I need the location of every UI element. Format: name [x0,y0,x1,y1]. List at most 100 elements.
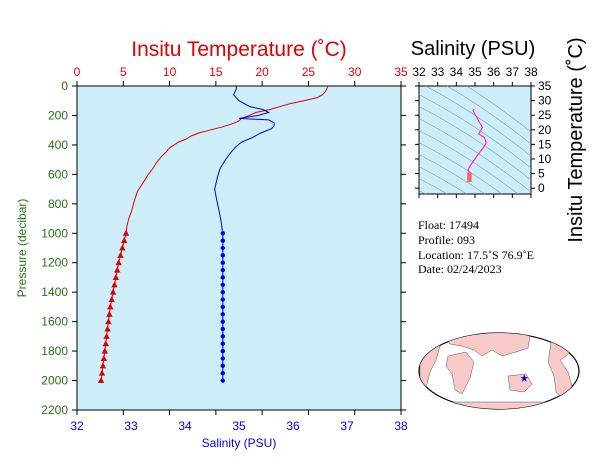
temperature-point [97,377,105,384]
ts-salinity-tick-label: 32 [412,65,426,79]
ts-temperature-tick-label: 5 [538,167,545,181]
pressure-tick-label: 1800 [41,344,68,358]
profile-date: Date: 02/24/2023 [418,262,502,276]
pressure-tick-label: 1600 [41,315,68,329]
temperature-tick-label: 20 [255,65,269,79]
world-map [418,332,580,410]
salinity-point [220,304,225,310]
temperature-tick-label: 10 [163,65,177,79]
pressure-tick-label: 600 [48,167,68,181]
temperature-point [102,340,109,347]
ts-salinity-tick-label: 35 [468,65,482,79]
density-contour [466,86,531,133]
salinity-point [220,370,225,376]
density-contour [419,178,448,194]
temperature-point [111,281,118,288]
salinity-point [220,341,225,346]
ts-deep-point [467,174,472,178]
profile-number: Profile: 093 [418,233,475,247]
salinity-point [220,348,225,354]
pressure-tick-label: 1400 [41,285,68,299]
temperature-point [104,325,111,332]
pressure-tick-label: 400 [48,138,68,152]
temperature-point [98,369,106,376]
salinity-profile-line [214,86,275,381]
land-africa [445,351,475,395]
pressure-tick-label: 1200 [41,256,68,270]
temperature-point [108,296,115,303]
density-contour [419,106,531,181]
pressure-tick-label: 0 [61,79,68,93]
density-contour [419,94,531,169]
ts-deep-point [467,176,472,180]
pressure-tick-label: 800 [48,197,68,211]
float-location: Location: 17.5˚S 76.9˚E [418,248,534,262]
temperature-tick-label: 0 [74,65,81,79]
ts-temperature-title: Insitu Temperature (˚C) [565,37,587,242]
salinity-point [220,245,225,251]
temperature-point [121,237,128,244]
ts-salinity-tick-label: 38 [524,65,538,79]
salinity-tick-label: 35 [232,419,246,433]
temperature-tick-label: 15 [209,65,223,79]
salinity-point [220,378,225,383]
salinity-point [220,363,225,369]
salinity-tick-label: 37 [340,419,354,433]
float-id: Float: 17494 [418,218,480,232]
salinity-axis-title: Salinity (PSU) [202,436,277,450]
salinity-point [220,312,225,317]
profile-chart: 0 5 10 15 20 25 30 35 32 33 34 35 36 37 38 0 200 400 600 80… [15,38,408,450]
ts-deep-point [467,179,472,183]
density-contour [419,142,503,194]
density-contours [419,86,531,194]
temperature-tick-label: 5 [120,65,127,79]
temperature-point [106,310,113,317]
salinity-point [220,260,225,265]
salinity-point [220,231,225,236]
salinity-point [220,275,225,280]
ts-salinity-title: Salinity (PSU) [411,38,535,60]
temperature-point [112,273,120,280]
pressure-tick-label: 2000 [41,374,68,388]
temperature-point [99,362,107,369]
ts-salinity-tick-label: 33 [431,65,445,79]
float-star-icon [520,374,529,382]
ts-salinity-tick-label: 36 [487,65,501,79]
ts-salinity-tick-label: 37 [506,65,520,79]
ts-temperature-tick-label: 20 [538,123,552,137]
density-contour [419,166,468,194]
ts-deep-point [467,172,472,176]
salinity-point [220,319,225,324]
temperature-point [117,251,124,258]
temperature-point [105,318,112,325]
salinity-tick-label: 38 [394,419,408,433]
salinity-point [220,289,225,295]
temperature-tick-label: 25 [302,65,316,79]
pressure-tick-label: 1000 [41,226,68,240]
ts-salinity-tick-label: 34 [450,65,464,79]
temperature-point [103,332,110,339]
map-land [419,333,579,409]
pressure-tick-label: 2200 [41,403,68,417]
temperature-point [109,288,117,295]
ts-temperature-tick-label: 30 [538,94,552,108]
ts-temperature-tick-label: 25 [538,108,552,122]
temperature-point [122,229,130,236]
salinity-tick-label: 32 [70,419,84,433]
ts-temperature-tick-label: 10 [538,152,552,166]
salinity-point [220,326,225,332]
salinity-point [220,334,225,339]
temperature-point [114,266,121,273]
density-contour [446,86,531,145]
temperature-point [100,354,108,361]
temperature-point [115,259,122,266]
salinity-point [220,238,225,243]
salinity-tick-label: 33 [124,419,138,433]
density-contour [424,86,531,157]
salinity-tick-label: 34 [178,419,192,433]
profile-tick-group: 0 5 10 15 20 25 30 35 32 33 34 35 36 37 38 0 200 400 600 80… [41,65,408,433]
pressure-tick-label: 200 [48,108,68,122]
profile-series-group [97,85,329,384]
